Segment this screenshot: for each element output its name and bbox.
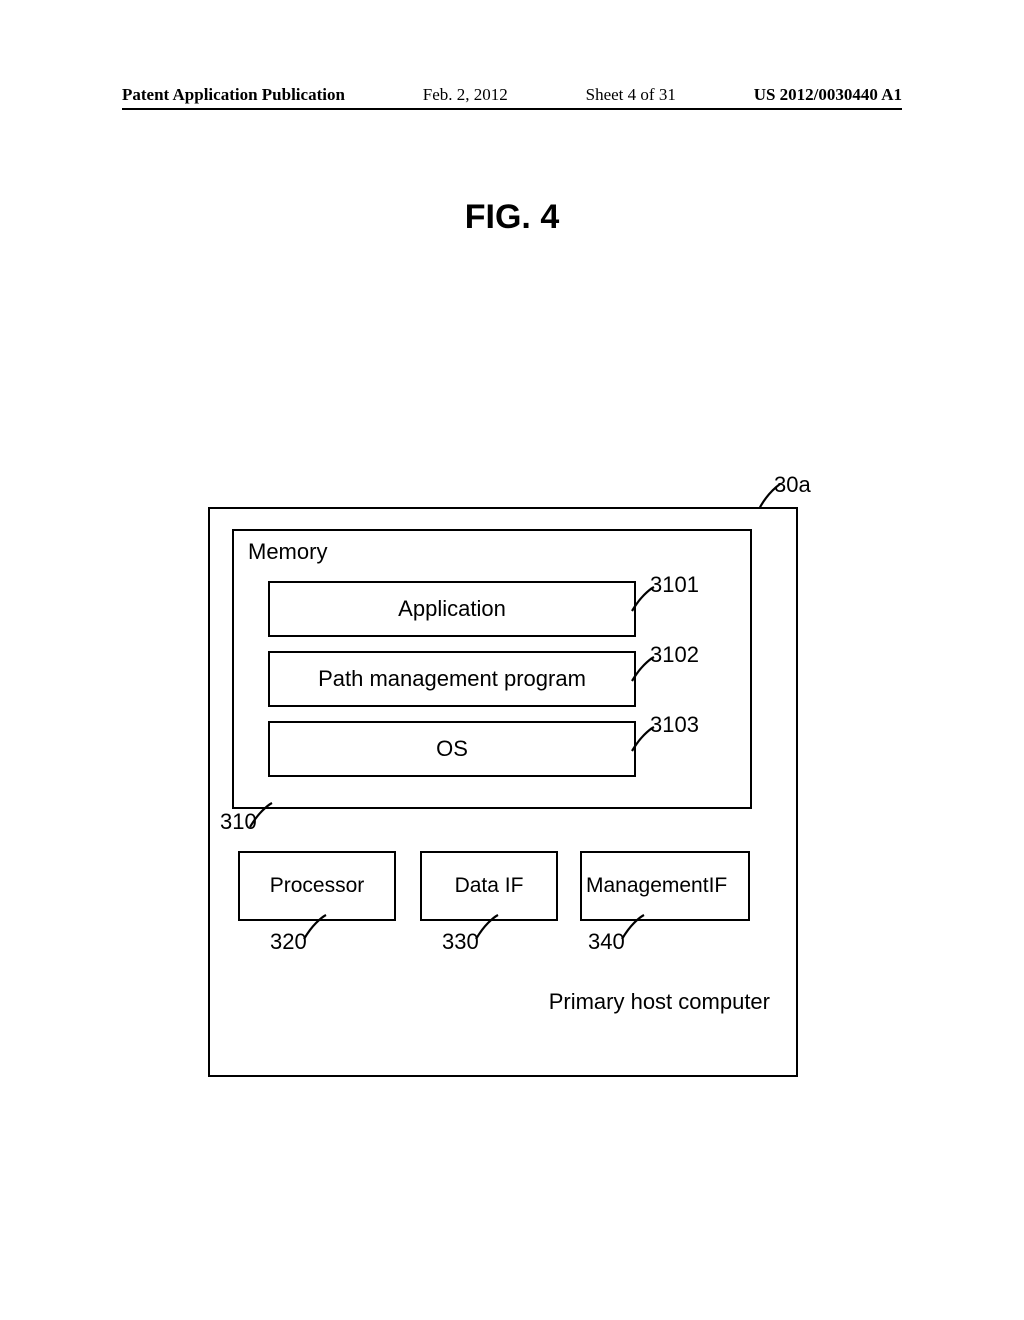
leadline-330 <box>476 919 500 939</box>
mgmt-if-box: Management IF <box>580 851 750 921</box>
leadline-3102 <box>630 657 656 683</box>
ref-320: 320 <box>270 929 307 955</box>
figure-title: FIG. 4 <box>0 198 1024 237</box>
primary-host-label: Primary host computer <box>549 989 770 1015</box>
header-sheet: Sheet 4 of 31 <box>586 85 676 105</box>
header-pubno: US 2012/0030440 A1 <box>754 85 902 105</box>
data-if-box: Data IF <box>420 851 558 921</box>
mgmt-if-label-2: IF <box>709 874 728 897</box>
memory-box: Memory Application Path management progr… <box>232 529 752 809</box>
memory-label: Memory <box>248 539 327 565</box>
header-publication: Patent Application Publication <box>122 85 345 104</box>
data-if-label: Data IF <box>455 874 524 898</box>
path-mgmt-label: Path management program <box>318 666 586 692</box>
leadline-340 <box>622 919 646 939</box>
leadline-3101 <box>630 587 656 613</box>
os-label: OS <box>436 736 468 762</box>
header-rule <box>122 108 902 110</box>
os-box: OS <box>268 721 636 777</box>
application-box: Application <box>268 581 636 637</box>
processor-box: Processor <box>238 851 396 921</box>
primary-host-box: Memory Application Path management progr… <box>208 507 798 1077</box>
leadline-320 <box>304 919 328 939</box>
ref-3102: 3102 <box>650 642 699 668</box>
ref-330: 330 <box>442 929 479 955</box>
page-header: Patent Application Publication Feb. 2, 2… <box>0 85 1024 105</box>
processor-label: Processor <box>270 874 365 898</box>
ref-3103: 3103 <box>650 712 699 738</box>
path-mgmt-box: Path management program <box>268 651 636 707</box>
leadline-3103 <box>630 727 656 753</box>
application-label: Application <box>398 596 506 622</box>
diagram: 30a Memory Application Path management p… <box>208 482 788 1072</box>
ref-3101: 3101 <box>650 572 699 598</box>
ref-340: 340 <box>588 929 625 955</box>
mgmt-if-label-1: Management <box>586 874 709 897</box>
header-date: Feb. 2, 2012 <box>423 85 508 105</box>
header-left: Patent Application Publication <box>122 85 345 105</box>
leadline-310 <box>250 805 276 827</box>
